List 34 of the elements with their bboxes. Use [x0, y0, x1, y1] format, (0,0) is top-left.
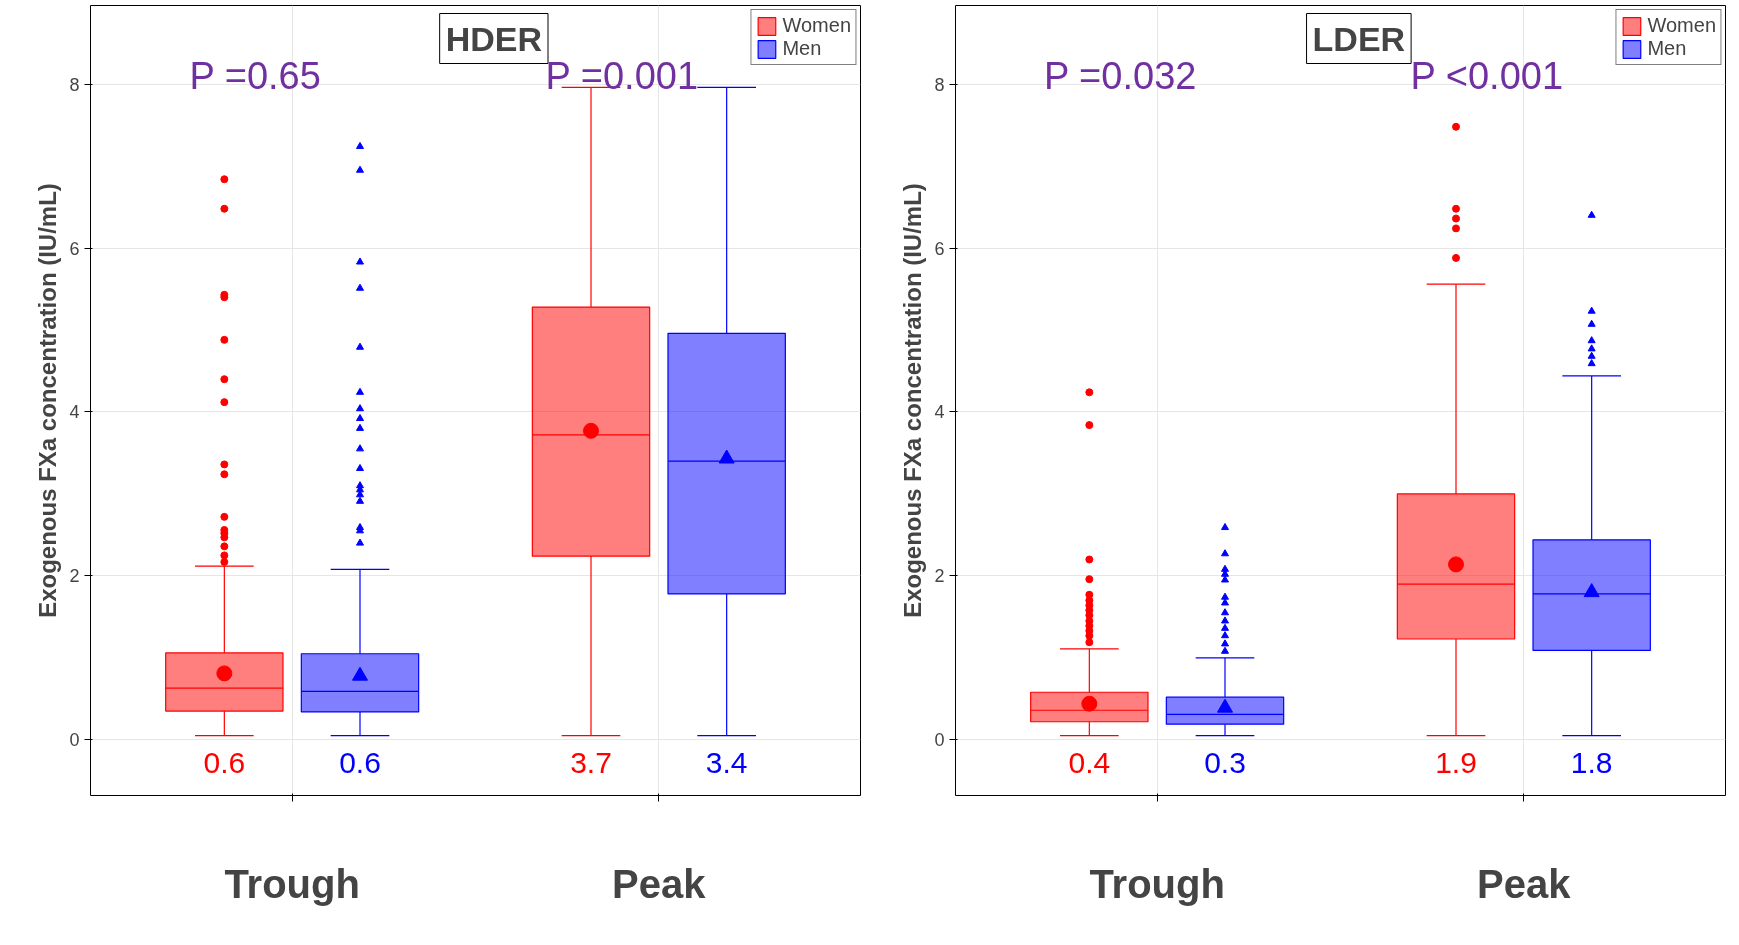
annotation: P <0.001 [1410, 54, 1564, 97]
y-axis-title: Exogenous FXa concentration (IU/mL) [899, 183, 927, 618]
legend-label: Men [782, 37, 822, 60]
annotation: P =0.001 [545, 54, 699, 97]
y-tick-label: 2 [934, 566, 945, 587]
legend-label: Men [1647, 37, 1687, 60]
y-tick-label: 4 [69, 402, 80, 423]
text: 0.4 [1068, 746, 1111, 780]
chart-title: LDER [1312, 19, 1406, 58]
annotation: P =0.65 [189, 54, 321, 97]
text: 3.7 [570, 746, 612, 780]
legend-label: Women [782, 14, 851, 37]
x-tick-label: Peak [612, 861, 707, 906]
y-axis-title: Exogenous FXa concentration (IU/mL) [34, 183, 62, 618]
y-tick-label: 8 [934, 74, 945, 95]
text: 0.6 [203, 746, 246, 780]
y-tick-label: 4 [934, 402, 945, 423]
legend-label: Women [1647, 14, 1716, 37]
x-tick-label: Peak [1477, 861, 1572, 906]
y-tick-label: 2 [69, 566, 80, 587]
y-tick-label: 6 [69, 238, 80, 259]
y-tick-label: 8 [69, 74, 80, 95]
y-tick-label: 0 [69, 730, 80, 751]
chart-title: HDER [445, 19, 543, 58]
text: 0.3 [1204, 746, 1246, 780]
text: 1.8 [1570, 746, 1613, 780]
y-tick-label: 6 [934, 238, 945, 259]
text: 1.9 [1435, 746, 1477, 780]
annotation: P =0.032 [1043, 54, 1197, 97]
text: 3.4 [705, 746, 748, 780]
text: 0.6 [339, 746, 381, 780]
y-tick-label: 0 [934, 730, 945, 751]
x-tick-label: Trough [1089, 861, 1225, 906]
x-tick-label: Trough [224, 861, 360, 906]
